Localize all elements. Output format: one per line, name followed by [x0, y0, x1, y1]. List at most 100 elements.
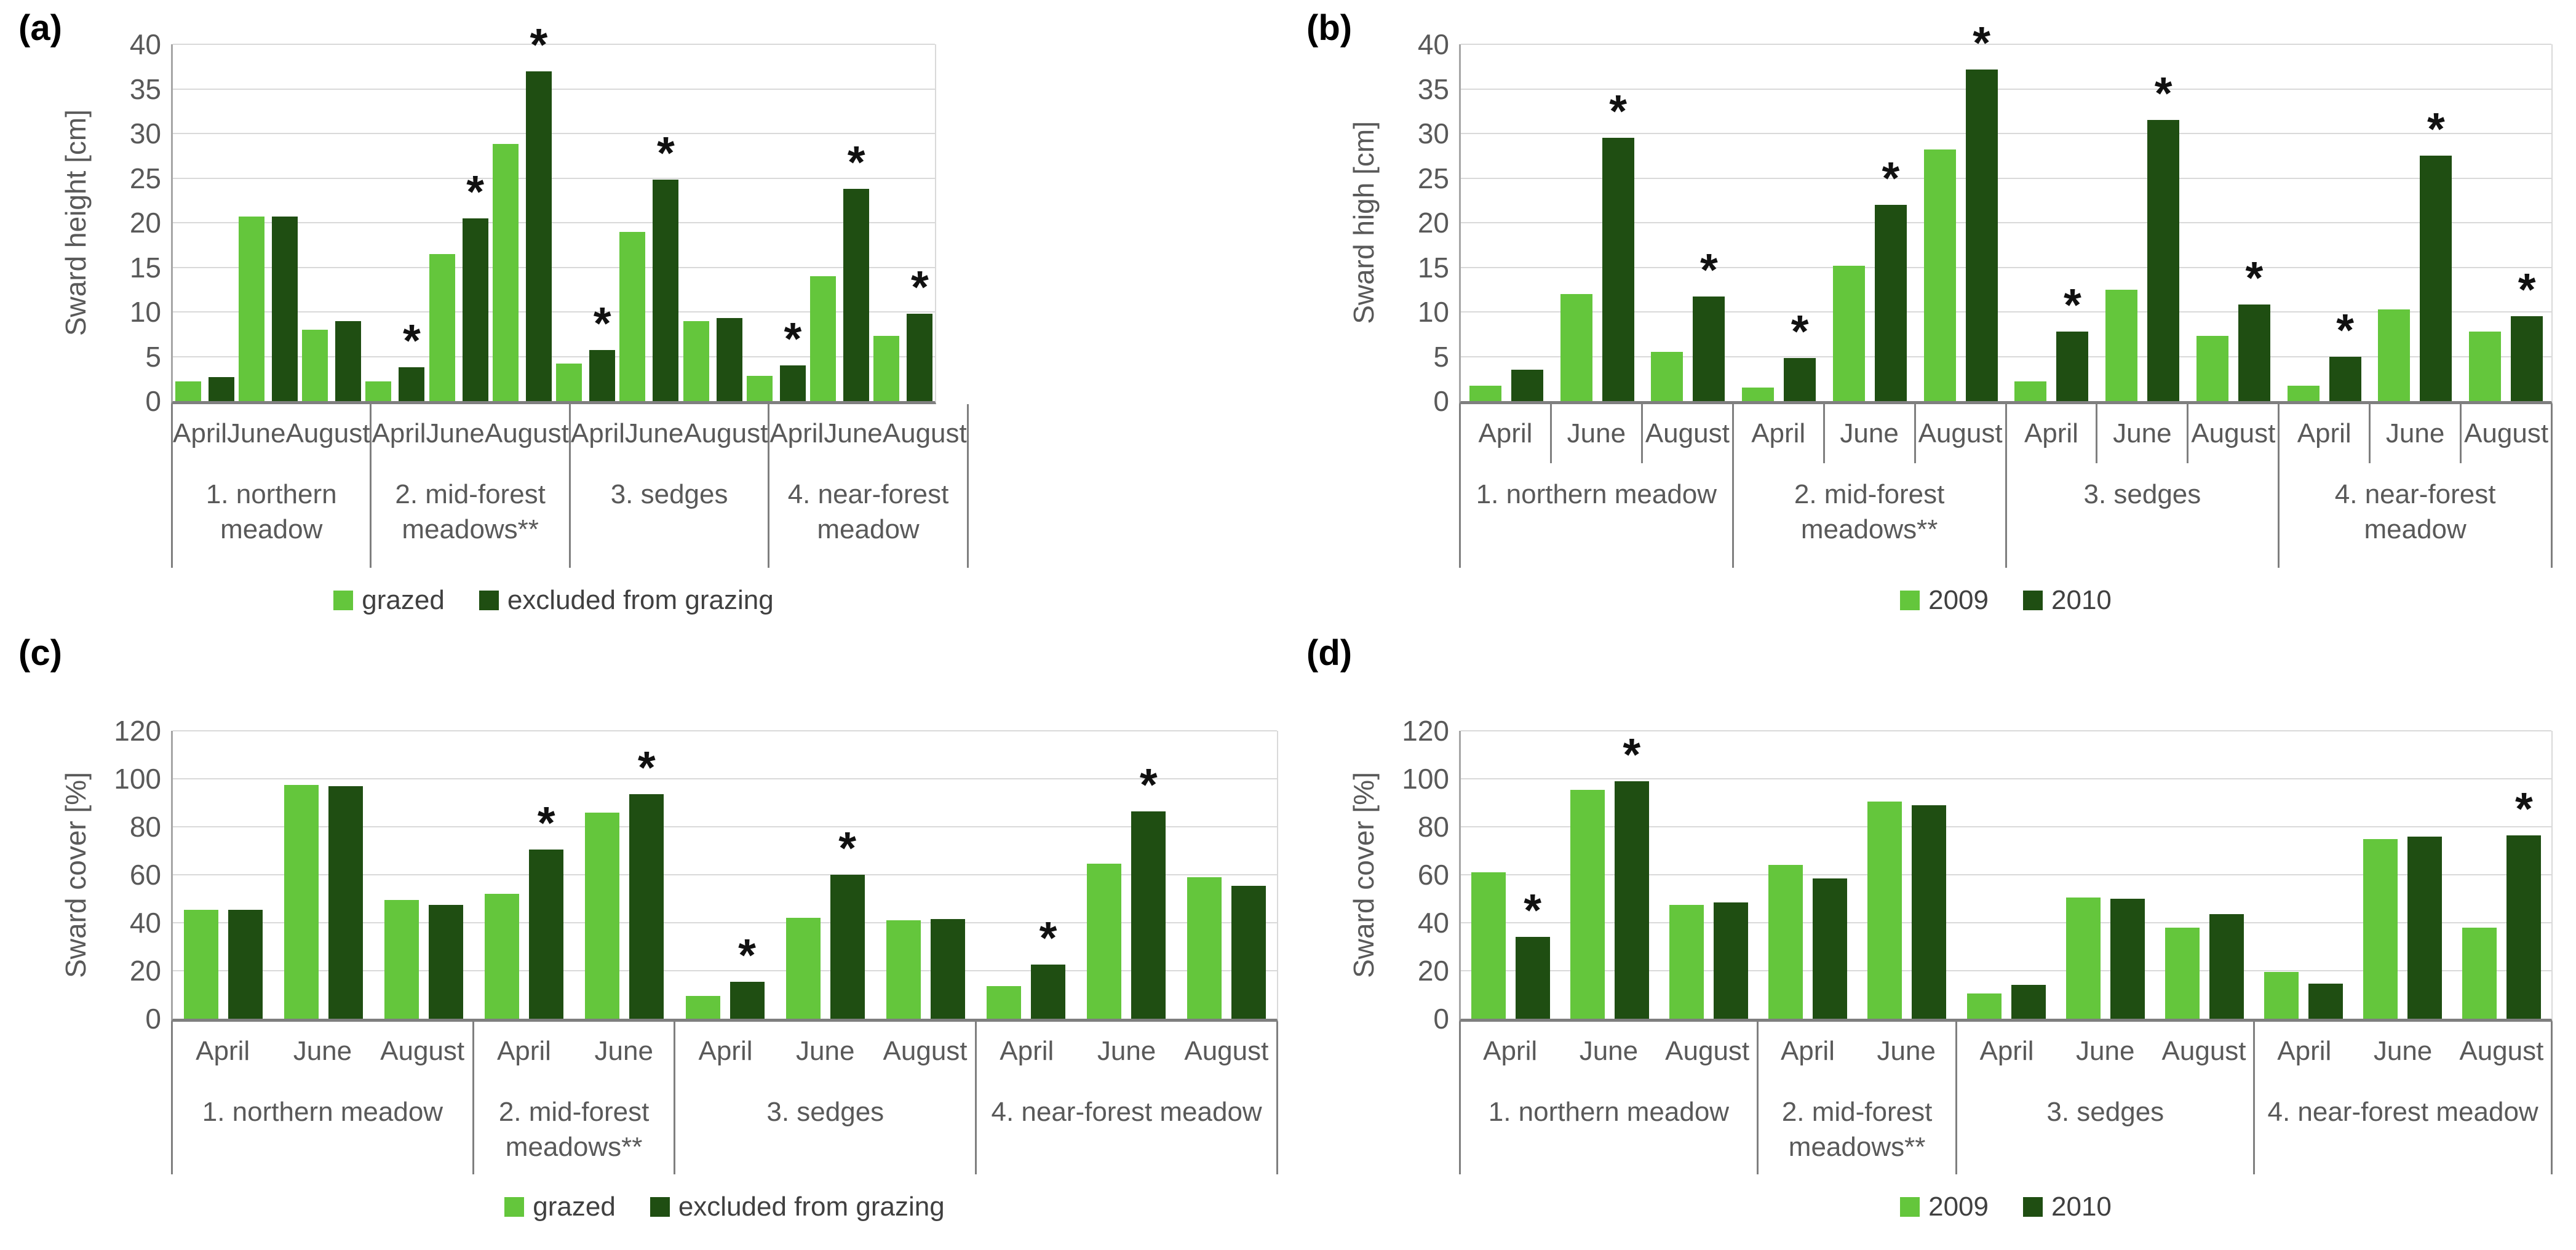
- legend-label: excluded from grazing: [678, 1192, 945, 1222]
- bar-wrap: *: [2329, 307, 2361, 401]
- plot-area: * * * * * * * *: [171, 22, 936, 404]
- bar-2009: [2378, 309, 2411, 401]
- bar-excluded from grazing: [779, 365, 806, 401]
- y-axis-ticks: 0 20 40 60 80 100 120: [1386, 715, 1459, 1035]
- month-label: June: [594, 1036, 653, 1066]
- legend-label: 2010: [2051, 585, 2112, 615]
- month-label: April: [570, 418, 625, 448]
- month-label: June: [426, 418, 485, 448]
- bar-grazed: [429, 253, 455, 401]
- y-tick-label: 5: [1433, 340, 1449, 373]
- legend: grazed excluded from grazing: [171, 1192, 1278, 1222]
- group-label: 2. mid-forest meadows**: [1781, 1097, 1933, 1163]
- month-label-row: April June August: [571, 404, 768, 463]
- y-tick-label: 20: [129, 207, 161, 239]
- legend-item: 2009: [1900, 1192, 1989, 1222]
- bar-excluded from grazing: [525, 71, 552, 401]
- significance-asterisk: *: [2245, 252, 2264, 304]
- month-slot: [875, 731, 976, 1019]
- bar-grazed: [492, 144, 519, 401]
- month-slot: *: [2460, 44, 2551, 401]
- legend: grazed excluded from grazing: [171, 585, 936, 616]
- bar-excluded from grazing: [328, 786, 363, 1019]
- y-tick-label: 100: [1402, 763, 1449, 795]
- x-axis-group-cell: April June August 4. near-forest meadow: [2280, 404, 2553, 568]
- gridline: [173, 177, 935, 179]
- chart-c: Sward cover [%] 0 20 40 60 80 100 120 * * * * * * A…: [0, 715, 1288, 1222]
- y-tick-label: 20: [129, 955, 161, 987]
- month-label: August: [1665, 1036, 1750, 1066]
- month-slot: [1659, 731, 1758, 1019]
- y-tick-label: 25: [129, 162, 161, 194]
- bar-2009: [2165, 927, 2200, 1019]
- significance-asterisk: *: [2154, 68, 2173, 119]
- bar-wrap: *: [830, 826, 865, 1019]
- plot-area: * * *: [1459, 730, 2553, 1022]
- bar-wrap: *: [462, 169, 488, 401]
- month-slot: *: [775, 731, 875, 1019]
- bar-wrap: *: [907, 264, 933, 401]
- significance-asterisk: *: [593, 298, 611, 349]
- plot-column: * * * * * * * * * * * April June August 1. northern m…: [1459, 20, 2553, 616]
- month-slot: [173, 44, 236, 401]
- month-label: June: [2373, 1036, 2433, 1066]
- month-slot: [1759, 731, 1858, 1019]
- group-label: 1. northern meadow: [1476, 479, 1717, 509]
- bar-wrap: *: [1693, 247, 1725, 401]
- significance-asterisk: *: [1039, 912, 1057, 964]
- month-slot: *: [2452, 731, 2551, 1019]
- gridline: [173, 778, 1277, 779]
- month-label: June: [2076, 1036, 2135, 1066]
- plot-area: * * * * * * * * * * *: [1459, 20, 2553, 404]
- bar-group: * *: [1461, 44, 1733, 401]
- bar-2010: [2011, 985, 2046, 1019]
- month-slot: [273, 731, 373, 1019]
- bar-grazed: [619, 231, 646, 401]
- legend-label: excluded from grazing: [507, 585, 774, 615]
- month-label: August: [2459, 1036, 2544, 1066]
- gridline: [173, 730, 1277, 731]
- bar-2009: [1923, 149, 1956, 401]
- legend-swatch-grazed: [333, 591, 354, 610]
- month-label-row: April June: [474, 1022, 674, 1081]
- chart-a: Sward height [cm] 0 5 10 15 20 25 30 35 40 * * * * *…: [0, 22, 1288, 616]
- gridline: [1461, 177, 2551, 179]
- significance-asterisk: *: [656, 127, 675, 179]
- bar-2010: [2209, 914, 2244, 1019]
- bar-wrap: *: [1031, 915, 1066, 1019]
- y-tick-label: 60: [1417, 859, 1449, 891]
- gridline: [1461, 922, 2551, 923]
- month-label: April: [1483, 1036, 1538, 1066]
- bar-excluded from grazing: [843, 188, 870, 401]
- bar-2010: [2407, 836, 2443, 1019]
- gridline: [1461, 778, 2551, 779]
- bar-2010: [2147, 120, 2180, 401]
- y-tick-label: 20: [1417, 207, 1449, 239]
- month-label: August: [882, 418, 967, 448]
- month-label-row: April June August: [173, 1022, 472, 1081]
- gridline: [1461, 266, 2551, 268]
- bar-grazed: [746, 376, 773, 401]
- bar-excluded from grazing: [228, 909, 263, 1019]
- bar-wrap: [716, 318, 742, 401]
- bar-wrap: *: [629, 745, 664, 1019]
- bar-wrap: *: [525, 22, 552, 401]
- bar-wrap: *: [2511, 267, 2543, 401]
- chart-d: Sward cover [%] 0 20 40 60 80 100 120 * * * Apri…: [1288, 715, 2576, 1222]
- bar-grazed: [1087, 864, 1122, 1019]
- y-axis-title: Sward cover [%]: [60, 771, 92, 978]
- bar-grazed: [1187, 877, 1222, 1019]
- y-tick-label: 80: [1417, 811, 1449, 843]
- y-tick-label: 20: [1417, 955, 1449, 987]
- bar-group: * *: [976, 731, 1277, 1019]
- panel-d-sward-cover-years: (d) Sward cover [%] 0 20 40 60 80 100 120 * * * …: [1288, 625, 2576, 1250]
- bar-grazed: [175, 381, 201, 401]
- bar-group: * *: [474, 731, 675, 1019]
- month-label-row: April June August: [1957, 1022, 2253, 1081]
- panel-letter: (d): [1306, 633, 1353, 673]
- month-slot: [2254, 731, 2353, 1019]
- y-tick-label: 40: [1417, 907, 1449, 939]
- legend-item: grazed: [333, 585, 445, 616]
- month-label: April: [1780, 1036, 1835, 1066]
